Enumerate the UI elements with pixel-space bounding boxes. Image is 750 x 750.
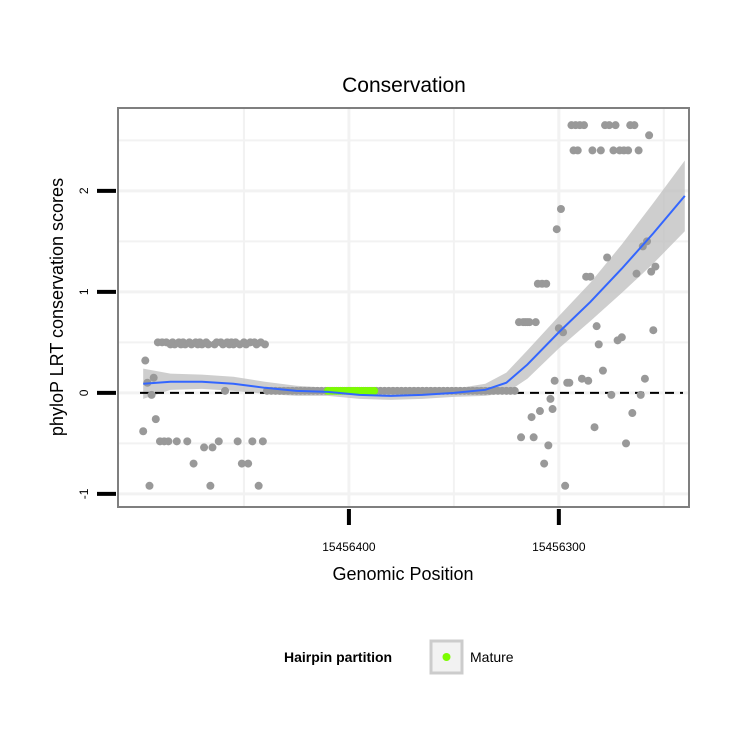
data-point: [649, 326, 658, 335]
data-point: [632, 269, 641, 278]
y-tick-label: 2: [77, 187, 91, 194]
data-point: [594, 340, 603, 349]
data-point: [580, 121, 589, 130]
x-axis-title: Genomic Position: [332, 564, 473, 584]
data-point: [565, 378, 574, 387]
data-point: [149, 373, 158, 382]
data-point: [636, 390, 645, 399]
data-point: [634, 146, 643, 155]
legend-label-mature: Mature: [470, 649, 514, 665]
mature-point: [370, 386, 379, 395]
data-point: [164, 437, 173, 446]
data-point: [189, 459, 198, 468]
data-point: [588, 146, 597, 155]
confidence-band-area: [143, 160, 685, 400]
data-point: [590, 423, 599, 432]
x-tick-label: 15456300: [532, 540, 586, 554]
data-point: [607, 390, 616, 399]
data-point: [172, 437, 181, 446]
data-point: [561, 481, 570, 490]
confidence-band: [143, 160, 685, 400]
data-point: [204, 340, 213, 349]
data-point: [248, 437, 257, 446]
axes: 15456400 15456300 -1 0 1 2: [77, 187, 586, 554]
data-point: [548, 405, 557, 414]
data-point: [260, 340, 269, 349]
data-point: [609, 146, 618, 155]
data-point: [237, 459, 246, 468]
data-point: [624, 146, 633, 155]
data-point: [244, 459, 253, 468]
smooth-curve: [143, 195, 686, 397]
data-point: [145, 481, 154, 490]
data-point: [552, 225, 561, 234]
data-point: [141, 356, 150, 365]
legend: Hairpin partition Mature: [284, 639, 514, 675]
data-point: [254, 481, 263, 490]
x-tick-label: 15456400: [322, 540, 376, 554]
data-point: [628, 409, 637, 418]
data-point: [258, 437, 267, 446]
chart-title: Conservation: [342, 74, 466, 97]
data-point: [577, 374, 586, 383]
data-point: [542, 279, 551, 288]
data-point: [550, 376, 559, 385]
data-point: [645, 131, 654, 140]
data-point: [183, 437, 192, 446]
y-tick-label: 0: [77, 389, 91, 396]
data-point: [206, 481, 215, 490]
data-point: [525, 318, 534, 327]
legend-title: Hairpin partition: [284, 649, 392, 665]
data-point: [598, 366, 607, 375]
data-point: [517, 433, 526, 442]
y-tick-label: -1: [77, 488, 91, 499]
data-point: [527, 413, 536, 422]
data-point: [603, 253, 612, 262]
data-point: [651, 262, 660, 271]
data-point: [233, 437, 242, 446]
data-point: [221, 386, 230, 395]
y-axis-title: phyloP LRT conservation scores: [47, 178, 67, 436]
data-point: [540, 459, 549, 468]
data-point: [535, 407, 544, 416]
data-point: [139, 427, 148, 436]
data-point: [605, 121, 614, 130]
data-point: [556, 205, 565, 214]
data-point: [208, 443, 217, 452]
data-point: [622, 439, 631, 448]
data-point: [529, 433, 538, 442]
data-point: [151, 415, 160, 424]
data-point: [611, 121, 620, 130]
legend-marker-mature: [442, 653, 451, 661]
data-point: [630, 121, 639, 130]
data-point: [214, 437, 223, 446]
data-point: [640, 374, 649, 383]
data-point: [544, 441, 553, 450]
smooth-line: [143, 195, 686, 397]
data-point: [586, 272, 595, 281]
data-point: [596, 146, 605, 155]
data-point: [592, 322, 601, 331]
data-point: [147, 390, 156, 399]
data-point: [510, 386, 519, 395]
y-tick-label: 1: [77, 288, 91, 295]
data-point: [531, 318, 540, 327]
legend-key: [429, 639, 464, 675]
data-point: [584, 376, 593, 385]
data-point: [573, 146, 582, 155]
data-point: [617, 333, 626, 342]
data-point: [200, 443, 209, 452]
data-point: [546, 394, 555, 403]
